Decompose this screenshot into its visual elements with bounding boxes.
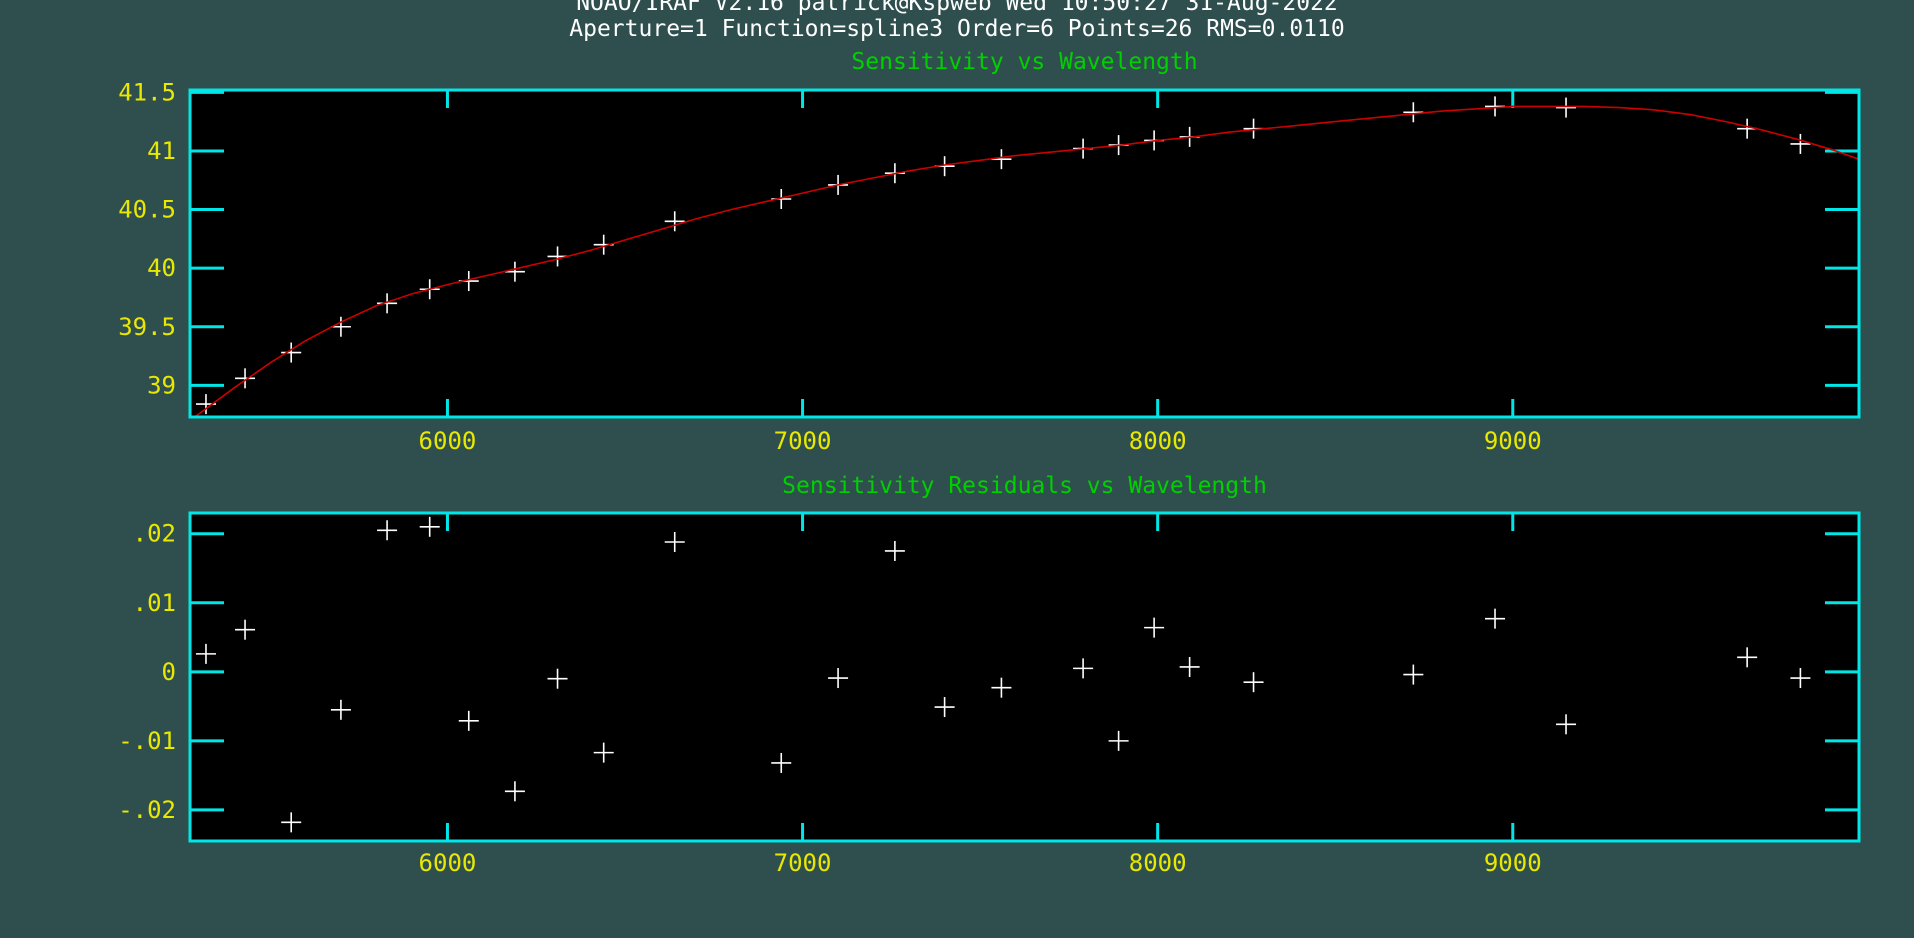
data-point — [934, 697, 955, 718]
chart-title: Sensitivity vs Wavelength — [851, 49, 1197, 75]
data-point — [771, 752, 792, 773]
header-line-2: Aperture=1 Function=spline3 Order=6 Poin… — [569, 16, 1344, 42]
y-tick-label: 40 — [147, 254, 176, 282]
data-point — [991, 677, 1012, 698]
fit-curve — [193, 105, 1859, 417]
data-point — [1403, 102, 1424, 123]
data-point — [1403, 664, 1424, 685]
plot-frame — [188, 511, 1861, 843]
data-point — [377, 293, 398, 314]
data-point — [235, 368, 256, 389]
data-point — [235, 619, 256, 640]
x-tick-label: 8000 — [1129, 427, 1187, 455]
data-point — [281, 342, 302, 363]
data-point — [1737, 647, 1758, 668]
data-point — [504, 261, 525, 282]
plot-area — [190, 513, 1859, 841]
y-tick-label: -.02 — [118, 796, 176, 824]
data-point — [1073, 658, 1094, 679]
x-tick-label: 9000 — [1484, 427, 1542, 455]
x-tick-label: 9000 — [1484, 849, 1542, 877]
data-point — [1179, 656, 1200, 677]
data-point — [1556, 714, 1577, 735]
data-point — [593, 742, 614, 763]
y-tick-label: 40.5 — [118, 196, 176, 224]
chart-title: Sensitivity Residuals vs Wavelength — [782, 473, 1267, 499]
data-point — [664, 211, 685, 232]
data-point — [1790, 668, 1811, 689]
x-tick-label: 6000 — [419, 427, 477, 455]
data-point — [281, 812, 302, 833]
data-point — [330, 699, 351, 720]
y-tick-label: 39.5 — [118, 313, 176, 341]
data-point — [1108, 730, 1129, 751]
data-point — [504, 781, 525, 802]
data-point — [1556, 97, 1577, 118]
x-tick-label: 8000 — [1129, 849, 1187, 877]
data-point — [195, 643, 216, 664]
data-point — [884, 540, 905, 561]
data-point — [547, 668, 568, 689]
data-point — [458, 710, 479, 731]
plot-area — [190, 90, 1859, 417]
data-point — [330, 316, 351, 337]
data-point — [1485, 608, 1506, 629]
data-point — [377, 520, 398, 541]
data-point — [828, 668, 849, 689]
data-point — [664, 532, 685, 553]
y-tick-label: 41.5 — [118, 78, 176, 106]
y-tick-label: 41 — [147, 137, 176, 165]
sensitivity-plot: Sensitivity vs Wavelength 6000 7000 8000 900… — [118, 49, 1861, 455]
data-point — [1144, 617, 1165, 638]
x-tick-label: 7000 — [774, 849, 832, 877]
plot-frame — [188, 88, 1861, 419]
header-line-1: NOAO/IRAF V2.16 patrick@Kspweb Wed 10:50… — [576, 0, 1338, 16]
y-tick-label: .02 — [133, 520, 176, 548]
data-point — [1790, 133, 1811, 154]
x-tick-label: 6000 — [419, 849, 477, 877]
x-tick-label: 7000 — [774, 427, 832, 455]
y-tick-label: 39 — [147, 371, 176, 399]
data-point — [419, 516, 440, 537]
residuals-plot: Sensitivity Residuals vs Wavelength 6000 7… — [118, 473, 1861, 877]
y-tick-label: 0 — [162, 658, 176, 686]
y-tick-label: -.01 — [118, 727, 176, 755]
data-point — [1243, 672, 1264, 693]
y-tick-label: .01 — [133, 589, 176, 617]
